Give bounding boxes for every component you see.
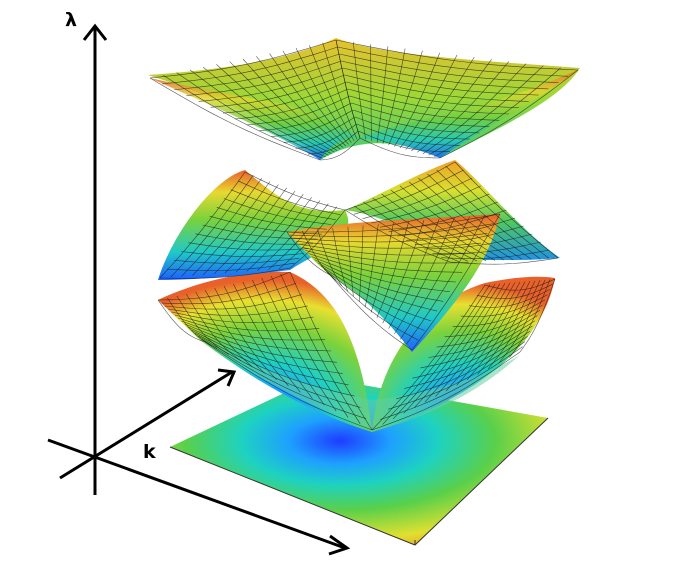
lambda-axis-label: λ [65,9,77,31]
base-contour-plane [169,377,549,546]
k-axis-arrowhead [217,368,237,387]
depth-axis-back [47,438,346,550]
k-axis [59,370,233,480]
surface-middle-band [158,160,560,352]
k-axis-label: k [143,441,156,463]
upper-band-mesh [149,39,579,161]
lambda-axis-arrowhead [82,23,108,41]
depth-axis-arrowhead [328,534,351,556]
lower-band-mesh [157,271,556,431]
surface-upper-band [148,38,580,161]
middle-band-mesh [159,161,559,351]
surface-lower-band [157,271,556,432]
axes [47,23,351,556]
